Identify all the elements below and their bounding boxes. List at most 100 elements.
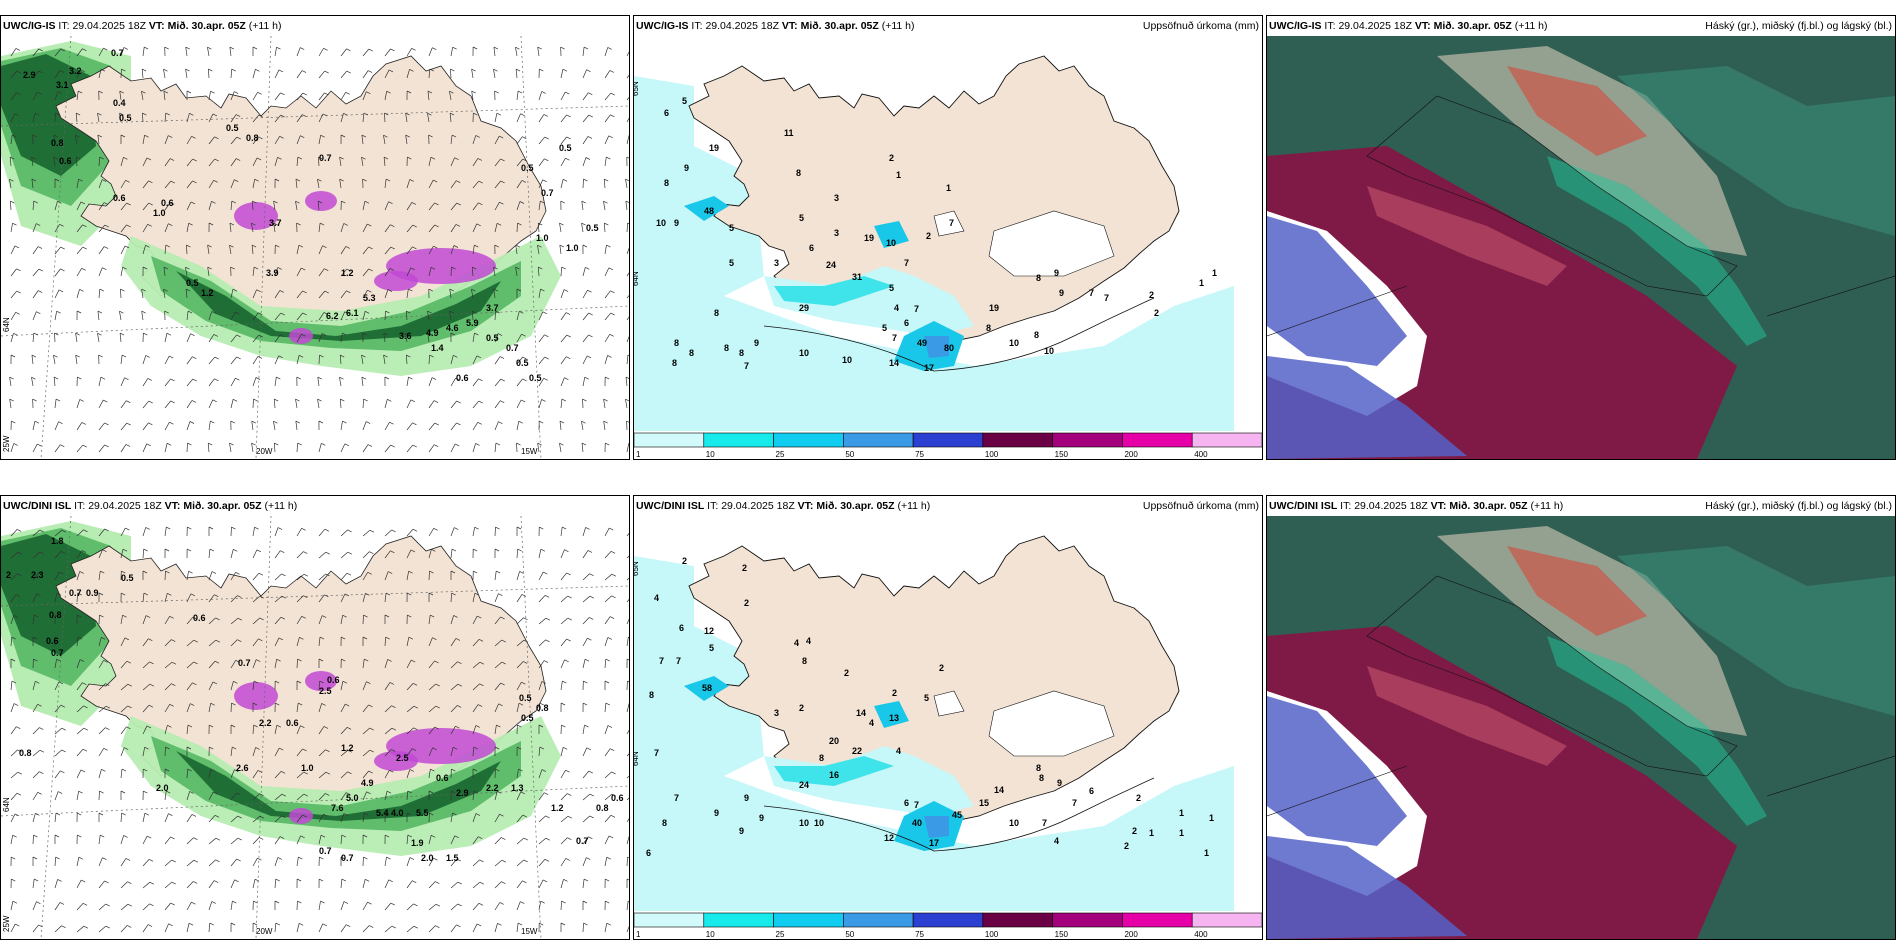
wind-value-label: 1.0 <box>536 233 549 243</box>
wind-barb <box>340 246 350 255</box>
wind-barb <box>427 310 432 321</box>
wind-barb <box>560 572 571 581</box>
wind-barb <box>164 570 170 581</box>
wind-barb <box>252 680 259 691</box>
wind-barb <box>142 704 154 713</box>
wind-barb <box>318 856 324 867</box>
wind-barb <box>472 378 483 387</box>
wind-barb <box>428 47 437 57</box>
wind-barb <box>274 793 287 801</box>
wind-barb <box>142 746 149 757</box>
wind-barb <box>516 548 522 559</box>
wind-barb <box>120 134 126 145</box>
wind-barb <box>538 724 544 735</box>
wind-value-label: 1.2 <box>341 268 354 278</box>
wind-barb <box>340 91 350 101</box>
wind-barb <box>208 922 214 933</box>
cloud-map[interactable] <box>1267 36 1895 459</box>
wind-barb <box>450 746 458 757</box>
wind-map[interactable]: 0.7 2.9 3.2 3.1 0.4 0.5 0.8 0.6 0.5 0.8 0.7 0.5 0.5 0… <box>1 36 629 459</box>
wind-barb <box>472 570 478 581</box>
wind-barb <box>252 724 258 735</box>
lon-label-20w: 20W <box>256 447 273 456</box>
wind-barb <box>274 178 280 189</box>
vt-value: Mið. 30.apr. 05Z <box>1433 20 1512 32</box>
wind-barb <box>406 156 412 167</box>
wind-barb <box>76 69 85 79</box>
wind-barb <box>582 658 590 669</box>
wind-barb <box>362 421 371 431</box>
wind-barb <box>428 881 440 889</box>
wind-barb <box>9 376 14 387</box>
colorbar-tick-label: 10 <box>706 450 715 459</box>
wind-map[interactable]: 1.8 2 2.3 0.7 0.9 0.5 0.8 0.6 0.6 0.7 0.7 0.6 2.5 0.6… <box>1 516 629 939</box>
wind-barb <box>229 442 234 453</box>
wind-barb <box>208 702 215 713</box>
grid-line <box>1766 755 1895 797</box>
wind-barb <box>472 135 480 145</box>
wind-value-label: 2.9 <box>23 70 36 80</box>
wind-barb <box>120 377 129 387</box>
precip-map[interactable]: 2 4 2 2 6 12 5 7 7 4 4 8 2 58 8 2 2 5 14 13 4 3 2 20 22 4 16 24 8 7 7 8… <box>634 516 1262 939</box>
wind-barb <box>604 595 616 603</box>
precip-value-label: 5 <box>799 213 804 223</box>
wind-barb <box>142 661 154 669</box>
wind-barb <box>296 333 306 343</box>
wind-barb <box>274 747 284 757</box>
wind-barb <box>384 812 390 823</box>
wind-barb <box>537 222 543 233</box>
cloud-panel-top: UWC/IG-IS IT: 29.04.2025 18Z VT: Mið. 30… <box>1266 15 1896 460</box>
precip-value-label: 22 <box>852 746 862 756</box>
wind-barb <box>406 376 413 387</box>
wind-barb <box>428 245 438 255</box>
wind-barb <box>625 398 629 409</box>
wind-value-label: 3.2 <box>69 66 82 76</box>
wind-barb <box>494 112 502 123</box>
wind-barb <box>494 570 501 581</box>
wind-barb <box>296 725 305 735</box>
wind-value-labels: 0.72.9 3.23.10.40.50.80.60.50.80.70.50.50… <box>23 48 599 383</box>
wind-barb <box>604 92 615 101</box>
precip-value-label: 8 <box>1036 763 1041 773</box>
wind-barb <box>75 332 80 343</box>
wind-barb <box>252 900 258 911</box>
wind-barb <box>76 856 84 867</box>
wind-barb <box>625 200 629 211</box>
wind-barb <box>472 639 484 647</box>
wind-barb <box>230 356 241 365</box>
wind-barb <box>626 555 629 559</box>
wind-barb <box>186 922 194 933</box>
precip-value-label: 10 <box>1009 338 1019 348</box>
wind-barb <box>582 266 590 277</box>
wind-barb <box>362 223 372 233</box>
wind-barb <box>362 704 373 713</box>
depression-contour <box>763 777 1155 852</box>
precip-value-label: 4 <box>894 303 899 313</box>
wind-barb <box>317 178 322 189</box>
wind-barb <box>582 724 589 735</box>
wind-barb <box>274 680 280 691</box>
wind-barb <box>472 443 480 453</box>
wind-barb <box>406 69 414 79</box>
wind-barb <box>604 680 610 691</box>
cloud-map[interactable] <box>1267 516 1895 939</box>
precip-map[interactable]: 6 5 8 9 10 9 11 19 2 1 1 8 3 5 48 7 19 10 2 3 6 5 5 3 24 31 7 5 29 8 4… <box>634 36 1262 459</box>
precip-value-label: 8 <box>1036 273 1041 283</box>
precip-value-label: 9 <box>739 826 744 836</box>
wind-barb <box>538 660 549 669</box>
wind-barb <box>428 925 440 933</box>
wind-barb <box>559 222 564 233</box>
wind-barb <box>494 135 504 145</box>
wind-value-label: 0.8 <box>246 133 259 143</box>
wind-value-label: 4.0 <box>391 808 404 818</box>
wind-barb <box>142 266 148 277</box>
wind-barb <box>340 70 351 79</box>
wind-barb <box>406 683 418 691</box>
wind-barb <box>141 288 146 299</box>
wind-barb <box>406 549 416 559</box>
wind-barb <box>582 770 593 779</box>
precip-panel-bottom: UWC/DINI ISL IT: 29.04.2025 18Z VT: Mið.… <box>633 495 1263 940</box>
wind-barb <box>186 901 196 911</box>
wind-barb <box>560 900 566 911</box>
wind-value-label: 0.5 <box>519 693 532 703</box>
